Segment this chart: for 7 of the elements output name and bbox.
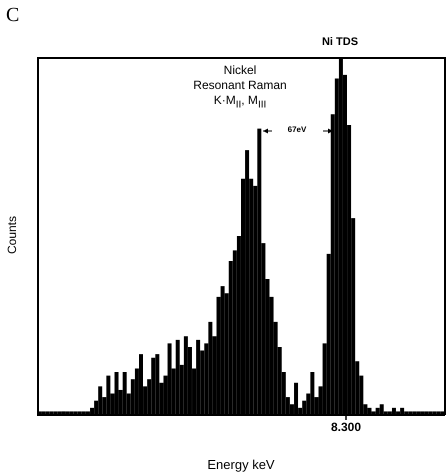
annotation: Nickel Resonant Raman K·M$_{II}$, M$_{III}$ [192, 63, 288, 112]
x-axis-title: Energy keV [207, 457, 275, 472]
y-axis-title: Counts [5, 216, 19, 254]
annotation: 67eV [286, 125, 308, 135]
text: 8.300 [330, 420, 362, 435]
chart-title: C [6, 4, 20, 27]
text: Ni TDS [320, 36, 360, 50]
